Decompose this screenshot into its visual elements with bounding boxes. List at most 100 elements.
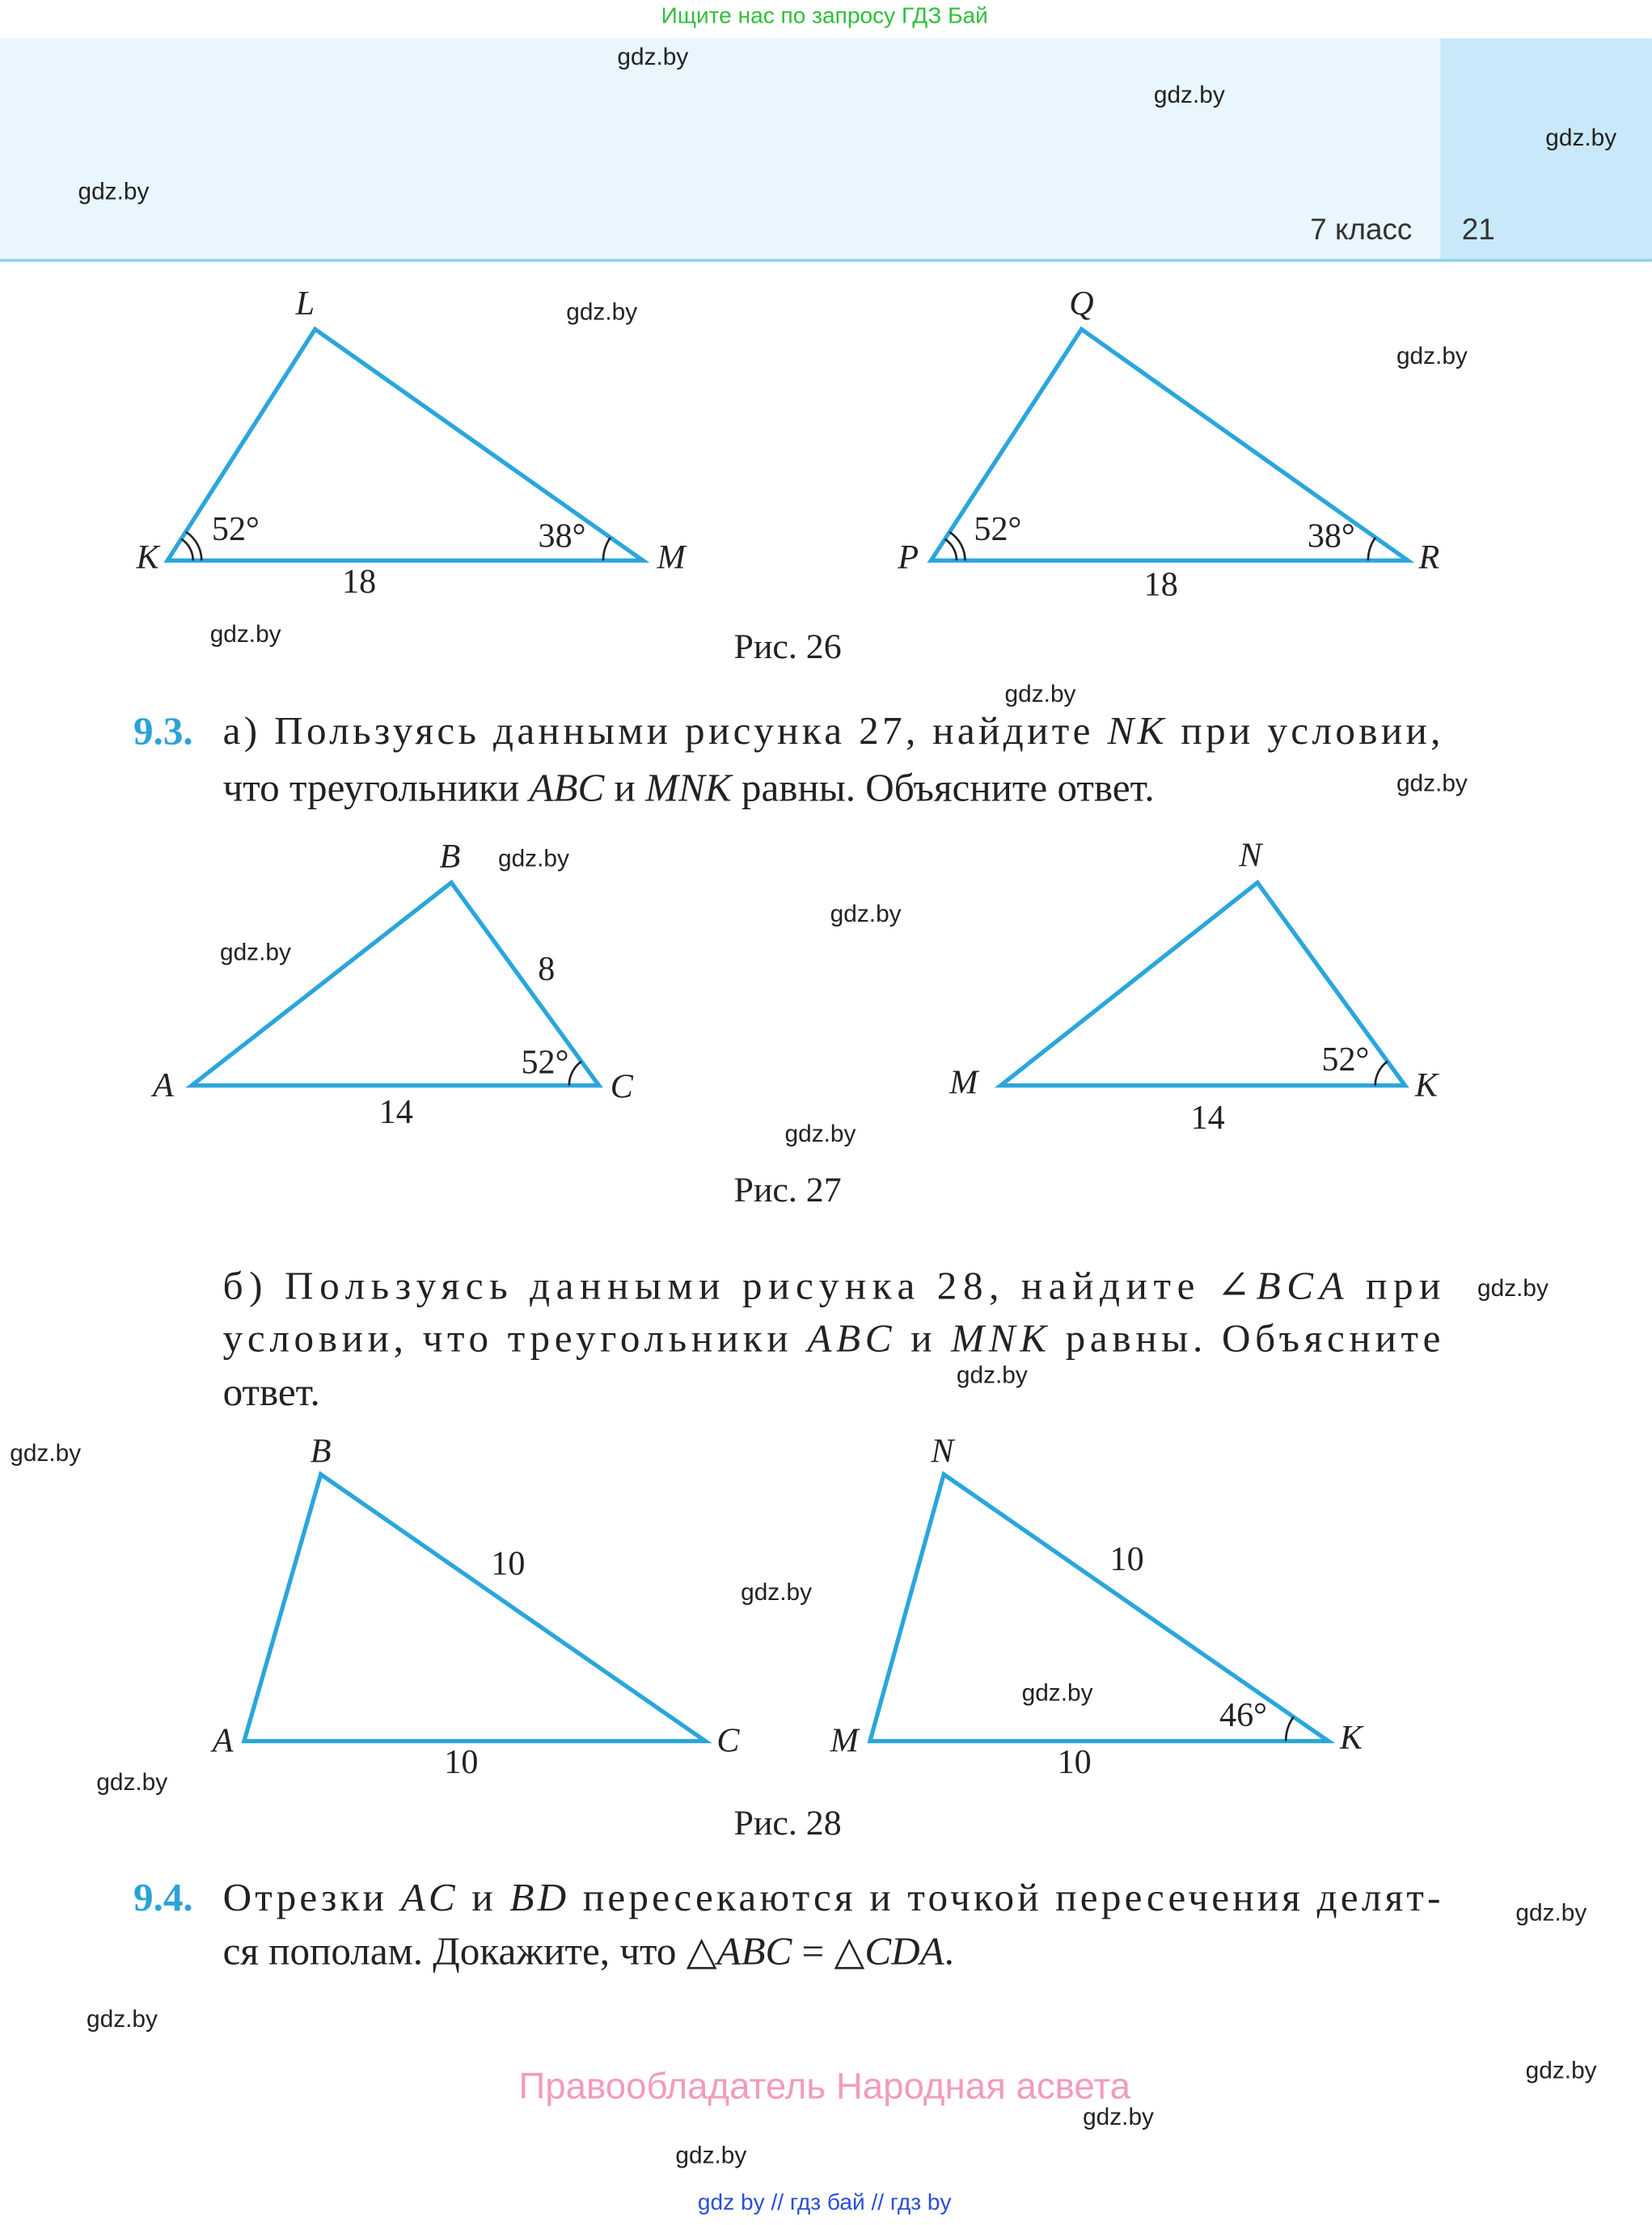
watermark: gdz.by bbox=[957, 1362, 1028, 1388]
text-run: условии, что треугольники bbox=[223, 1316, 803, 1361]
math-term: MNK bbox=[644, 766, 733, 810]
math-term: ABC bbox=[527, 766, 606, 810]
triangle bbox=[163, 326, 650, 563]
angle-label: 52° bbox=[522, 1044, 569, 1082]
angle-arc bbox=[944, 530, 966, 561]
text-run: Отрезки bbox=[223, 1875, 398, 1919]
problem-line: ответ. bbox=[223, 1370, 320, 1414]
vertex-label: B bbox=[440, 838, 461, 876]
text-run: а) Пользуясь данными рисунка 27, найдите bbox=[223, 708, 1105, 753]
watermark: gdz.by bbox=[1545, 125, 1616, 151]
watermark: gdz.by bbox=[1154, 82, 1225, 108]
triangle bbox=[241, 1471, 712, 1744]
top-banner[interactable]: Ищите нас по запросу ГДЗ Бай bbox=[661, 2, 988, 27]
problem-number: 9.3. bbox=[133, 708, 193, 753]
vertex-label: C bbox=[611, 1068, 634, 1106]
problem-number: 9.4. bbox=[133, 1875, 193, 1919]
triangle bbox=[185, 879, 603, 1088]
watermark: gdz.by bbox=[741, 1579, 812, 1606]
text-run: равны. Объясните ответ. bbox=[732, 766, 1155, 810]
grade: 7 класс bbox=[1310, 213, 1412, 246]
side-label: 14 bbox=[379, 1093, 413, 1131]
header-band bbox=[0, 38, 1441, 260]
triangle bbox=[994, 879, 1409, 1088]
triangle bbox=[867, 1471, 1336, 1744]
vertex-label: M bbox=[949, 1063, 980, 1101]
math-term: MNK bbox=[950, 1316, 1048, 1361]
watermark: gdz.by bbox=[210, 621, 281, 648]
problem-line: ся пополам. Докажите, что △ABC = △CDA. bbox=[223, 1929, 954, 1974]
problem-line: что треугольники ABC и MNK равны. Объясн… bbox=[223, 766, 1155, 810]
text-run: ответ. bbox=[223, 1370, 320, 1414]
text-run: равны. Объясните bbox=[1051, 1316, 1441, 1361]
watermark: gdz.by bbox=[96, 1769, 167, 1796]
side-label: 8 bbox=[538, 950, 555, 988]
text-run: пересекаются и точкой пересечения делят- bbox=[569, 1875, 1440, 1919]
side-label: 10 bbox=[444, 1743, 478, 1781]
vertex-label: N bbox=[930, 1433, 956, 1471]
watermark: gdz.by bbox=[1022, 1679, 1093, 1706]
text-run: и bbox=[604, 766, 645, 810]
problem-line: а) Пользуясь данными рисунка 27, найдите… bbox=[223, 708, 1441, 753]
angle-label: 52° bbox=[974, 510, 1021, 548]
watermark: gdz.by bbox=[220, 939, 291, 965]
side-label: 10 bbox=[1058, 1743, 1092, 1781]
side-label: 10 bbox=[1110, 1540, 1144, 1578]
angle-arc bbox=[568, 1060, 582, 1086]
angle-arc bbox=[180, 530, 203, 561]
watermark: gdz.by bbox=[675, 2143, 746, 2169]
watermark: gdz.by bbox=[1515, 1900, 1587, 1927]
footer-links[interactable]: gdz by // гдз бай // гдз by bbox=[698, 2189, 952, 2214]
side-label: 18 bbox=[342, 563, 376, 601]
math-term: CDA bbox=[864, 1929, 944, 1974]
watermark: gdz.by bbox=[498, 845, 569, 872]
figure-caption: Рис. 26 bbox=[734, 627, 842, 666]
watermark: gdz.by bbox=[1083, 2104, 1154, 2130]
angle-arc bbox=[1374, 1060, 1388, 1086]
watermark: gdz.by bbox=[78, 179, 149, 205]
triangle bbox=[927, 326, 1415, 563]
vertex-label: A bbox=[210, 1722, 234, 1760]
angle-arc bbox=[1367, 537, 1376, 561]
vertex-label: K bbox=[1339, 1719, 1364, 1757]
text-run: и bbox=[458, 1875, 506, 1919]
text-run: = △ bbox=[792, 1929, 864, 1974]
vertex-label: L bbox=[295, 285, 315, 323]
header-page-box bbox=[1440, 38, 1652, 260]
problem-line: б) Пользуясь данными рисунка 28, найдите… bbox=[223, 1264, 1441, 1308]
vertex-label: C bbox=[716, 1722, 740, 1760]
watermark: gdz.by bbox=[1396, 343, 1468, 369]
watermark: gdz.by bbox=[1396, 770, 1468, 796]
angle-label: 38° bbox=[1308, 517, 1355, 555]
watermark: gdz.by bbox=[87, 2006, 158, 2033]
math-term: ABC bbox=[715, 1929, 793, 1974]
text-run: что треугольники bbox=[223, 766, 530, 810]
side-label: 14 bbox=[1191, 1099, 1225, 1137]
watermark: gdz.by bbox=[10, 1440, 81, 1467]
angle-label: 52° bbox=[212, 510, 260, 548]
angle-arc bbox=[1284, 1716, 1295, 1742]
math-term: BD bbox=[509, 1875, 566, 1919]
side-label: 10 bbox=[491, 1544, 525, 1582]
angle-arc bbox=[602, 537, 611, 561]
vertex-label: P bbox=[897, 538, 919, 576]
vertex-label: A bbox=[150, 1066, 174, 1104]
watermark: gdz.by bbox=[617, 44, 688, 70]
side-label: 18 bbox=[1144, 565, 1178, 603]
text-run: ся пополам. Докажите, что △ bbox=[223, 1929, 717, 1974]
vertex-label: M bbox=[657, 538, 688, 576]
vertex-label: B bbox=[311, 1433, 332, 1471]
angle-label: 52° bbox=[1321, 1041, 1369, 1079]
watermark: gdz.by bbox=[785, 1121, 856, 1147]
angle-label: 46° bbox=[1219, 1696, 1267, 1734]
text-run: при условии, bbox=[1168, 708, 1441, 753]
vertex-label: K bbox=[136, 538, 161, 576]
watermark: gdz.by bbox=[1526, 2057, 1597, 2084]
figure-caption: Рис. 28 bbox=[734, 1804, 842, 1843]
figure-caption: Рис. 27 bbox=[734, 1171, 842, 1210]
watermark: gdz.by bbox=[1005, 681, 1076, 707]
copyright: Правообладатель Народная асвета bbox=[518, 2066, 1130, 2107]
page-number: 21 bbox=[1462, 213, 1495, 246]
